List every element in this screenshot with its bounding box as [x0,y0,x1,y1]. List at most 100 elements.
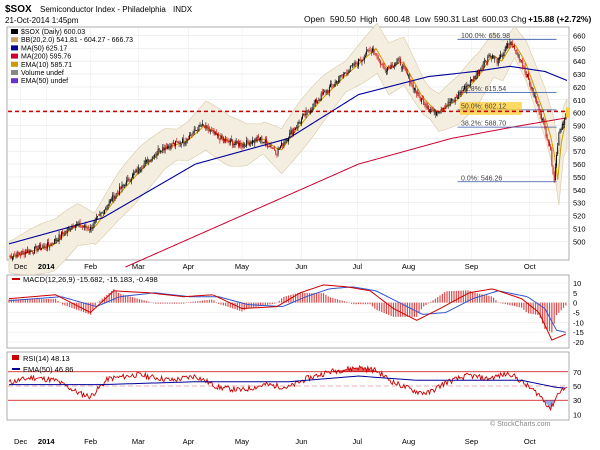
macd-histogram-bar [371,302,374,307]
candle-body [379,59,380,61]
macd-histogram-bar [66,302,68,307]
candle-body [221,135,223,140]
candle-body [127,178,129,180]
candle-body [481,68,483,69]
chart-symbol: $SOX [5,4,32,15]
candle-body [77,224,79,226]
candle-body [109,199,111,203]
macd-histogram-bar [486,295,488,303]
macd-histogram-bar [360,302,362,305]
macd-tick-label: -5 [573,308,580,317]
candle-body [504,46,506,52]
candle-body [387,67,389,71]
macd-histogram-bar [430,301,432,303]
candle-body [346,72,348,75]
macd-histogram-bar [322,293,325,303]
candle-body [316,99,317,103]
candle-body [327,90,329,92]
macd-histogram-bar [162,302,164,304]
macd-tick-label: 0 [573,299,577,308]
macd-histogram-bar [455,290,457,303]
macd-histogram-bar [257,302,259,307]
candle-body [422,98,423,100]
candle-body [254,138,256,144]
candle-body [369,49,371,51]
x-tick-label: Sep [465,437,478,446]
candle-body [213,129,215,134]
candle-body [415,88,416,92]
candle-body [118,193,119,194]
candle-body [410,82,412,84]
candle-body [100,213,102,215]
candle-body [493,55,495,59]
candle-body [247,141,249,143]
candle-body [40,244,41,250]
price-tick-label: 550 [573,173,586,182]
candle-body [208,129,210,131]
candle-body [211,130,213,132]
candle-body [156,153,158,156]
macd-histogram-bar [31,299,33,303]
candle-body [116,192,118,194]
candle-body [264,140,266,143]
candle-body [111,198,112,201]
macd-histogram-bar [555,302,558,316]
candle-body [260,137,262,141]
candle-body [134,172,136,173]
candle-body [440,109,442,111]
candle-body [420,98,422,102]
x-tick-label: May [235,262,249,271]
candle-body [382,63,384,66]
macd-histogram-bar [246,302,248,310]
candle-body [426,106,428,108]
macd-histogram-bar [106,294,108,303]
candle-body [405,68,407,73]
open-label: Open [304,14,325,24]
candle-body [214,131,216,135]
candle-body [23,251,25,256]
macd-histogram-bar [129,296,131,303]
macd-histogram-bar [378,302,381,312]
candle-body [490,55,492,60]
candle-body [320,93,322,100]
macd-histogram-bar [432,300,434,303]
x-tick-label: 2014 [38,262,56,271]
candle-body [289,132,291,138]
candle-body [401,66,403,69]
x-tick-label: Aug [402,437,415,446]
macd-histogram-bar [332,298,334,303]
candle-body [151,156,153,159]
macd-histogram-bar [416,302,418,317]
macd-histogram-bar [269,302,271,305]
macd-histogram-bar [48,298,50,303]
candle-body [41,247,43,250]
price-legend-item: EMA(50) undef [21,78,68,85]
candle-body [417,92,419,94]
candle-body [231,139,232,142]
candle-body [551,149,553,166]
candle-body [218,133,220,138]
candle-body [565,114,567,117]
candle-body [453,100,455,102]
candle-body [115,193,117,196]
macd-tick-label: -10 [573,318,584,327]
candle-body [19,252,20,255]
candle-body [381,63,383,65]
candle-body [406,72,408,76]
macd-histogram-bar [287,295,290,303]
candle-body [498,57,500,60]
candle-body [366,50,368,55]
candle-body [554,167,556,181]
candle-body [33,252,34,254]
candle-body [543,117,545,123]
macd-histogram-bar [120,294,122,303]
candle-body [278,148,280,150]
candle-body [69,226,71,230]
candle-body [130,179,132,181]
candle-body [325,91,327,94]
candle-body [352,63,354,66]
candle-body [104,210,105,214]
candle-body [47,242,48,249]
candle-body [9,255,11,257]
line-icon [11,78,18,84]
